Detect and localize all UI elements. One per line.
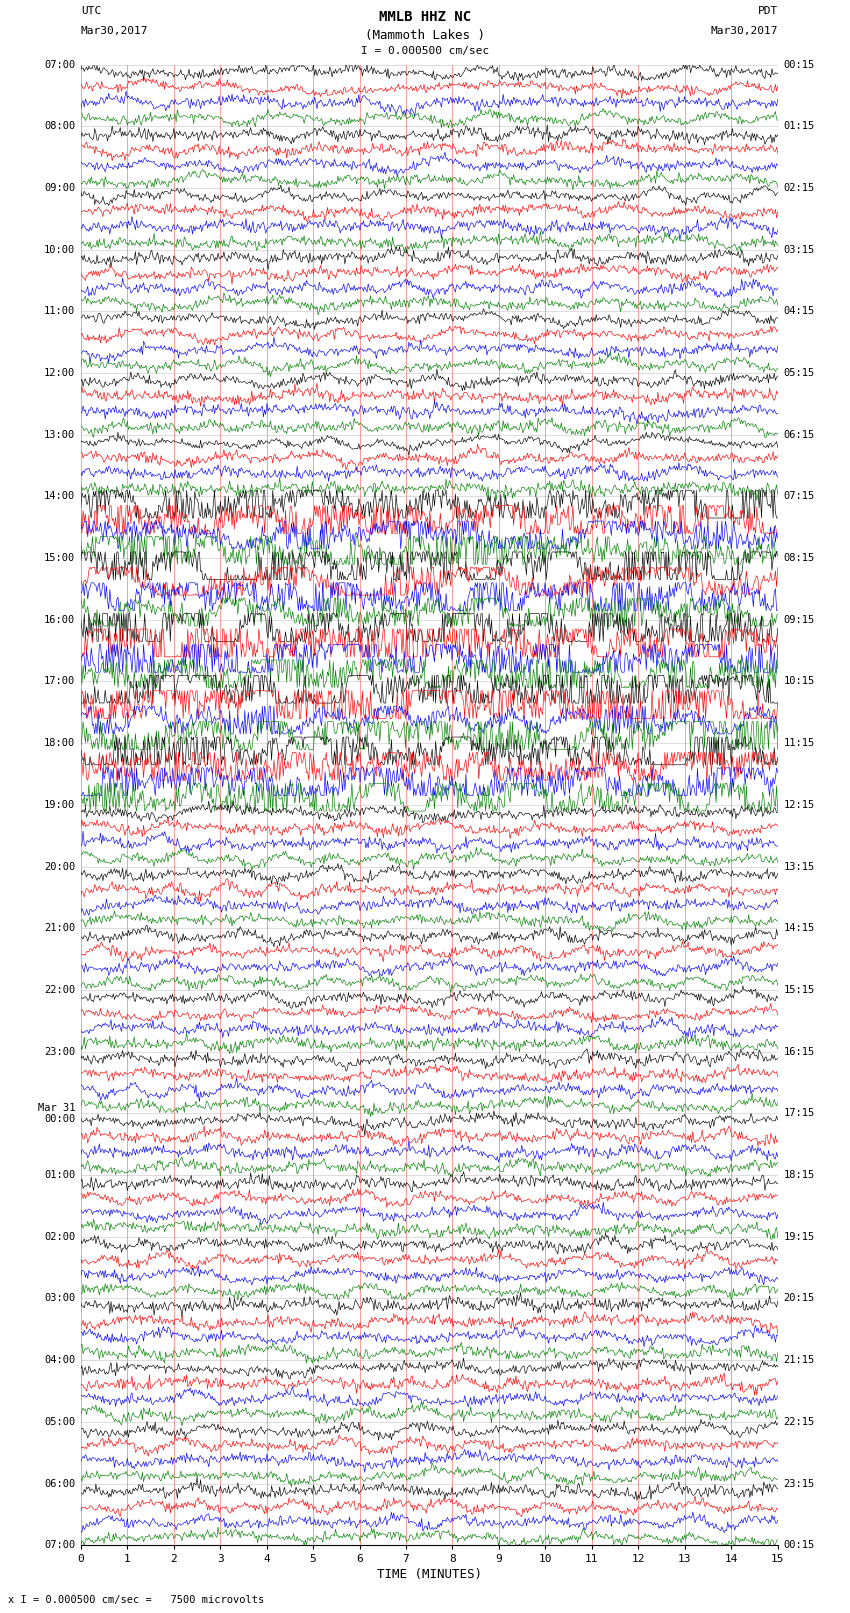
Text: 11:00: 11:00 [44,306,75,316]
Text: 03:15: 03:15 [784,245,814,255]
Text: 00:15: 00:15 [784,1540,814,1550]
Text: 00:15: 00:15 [784,60,814,69]
Text: 11:15: 11:15 [784,739,814,748]
Text: 04:00: 04:00 [44,1355,75,1365]
Text: I = 0.000500 cm/sec: I = 0.000500 cm/sec [361,47,489,56]
Text: UTC: UTC [81,6,101,16]
Text: 15:15: 15:15 [784,986,814,995]
Text: (Mammoth Lakes ): (Mammoth Lakes ) [365,29,485,42]
Text: 13:15: 13:15 [784,861,814,871]
Text: 09:00: 09:00 [44,182,75,194]
Text: 04:15: 04:15 [784,306,814,316]
X-axis label: TIME (MINUTES): TIME (MINUTES) [377,1568,482,1581]
Text: 03:00: 03:00 [44,1294,75,1303]
Text: MMLB HHZ NC: MMLB HHZ NC [379,10,471,24]
Text: 12:15: 12:15 [784,800,814,810]
Text: 01:00: 01:00 [44,1169,75,1181]
Text: 01:15: 01:15 [784,121,814,131]
Text: 14:15: 14:15 [784,923,814,934]
Text: 16:15: 16:15 [784,1047,814,1057]
Text: 18:00: 18:00 [44,739,75,748]
Text: 22:00: 22:00 [44,986,75,995]
Text: 06:00: 06:00 [44,1479,75,1489]
Text: 18:15: 18:15 [784,1169,814,1181]
Text: 02:00: 02:00 [44,1232,75,1242]
Text: Mar30,2017: Mar30,2017 [711,26,778,35]
Text: 05:15: 05:15 [784,368,814,377]
Text: 13:00: 13:00 [44,429,75,440]
Text: 21:00: 21:00 [44,923,75,934]
Text: 20:00: 20:00 [44,861,75,871]
Text: 10:00: 10:00 [44,245,75,255]
Text: 09:15: 09:15 [784,615,814,624]
Text: Mar 31
00:00: Mar 31 00:00 [37,1103,75,1124]
Text: 05:00: 05:00 [44,1416,75,1428]
Text: PDT: PDT [757,6,778,16]
Text: x I = 0.000500 cm/sec =   7500 microvolts: x I = 0.000500 cm/sec = 7500 microvolts [8,1595,264,1605]
Text: 08:15: 08:15 [784,553,814,563]
Text: 22:15: 22:15 [784,1416,814,1428]
Text: 08:00: 08:00 [44,121,75,131]
Text: 21:15: 21:15 [784,1355,814,1365]
Text: 19:15: 19:15 [784,1232,814,1242]
Text: 17:00: 17:00 [44,676,75,687]
Text: 07:00: 07:00 [44,1540,75,1550]
Text: 23:15: 23:15 [784,1479,814,1489]
Text: 12:00: 12:00 [44,368,75,377]
Text: 14:00: 14:00 [44,492,75,502]
Text: 10:15: 10:15 [784,676,814,687]
Text: 16:00: 16:00 [44,615,75,624]
Text: 02:15: 02:15 [784,182,814,194]
Text: Mar30,2017: Mar30,2017 [81,26,148,35]
Text: 19:00: 19:00 [44,800,75,810]
Text: 07:15: 07:15 [784,492,814,502]
Text: 07:00: 07:00 [44,60,75,69]
Text: 23:00: 23:00 [44,1047,75,1057]
Text: 20:15: 20:15 [784,1294,814,1303]
Text: 15:00: 15:00 [44,553,75,563]
Text: 06:15: 06:15 [784,429,814,440]
Text: 17:15: 17:15 [784,1108,814,1118]
